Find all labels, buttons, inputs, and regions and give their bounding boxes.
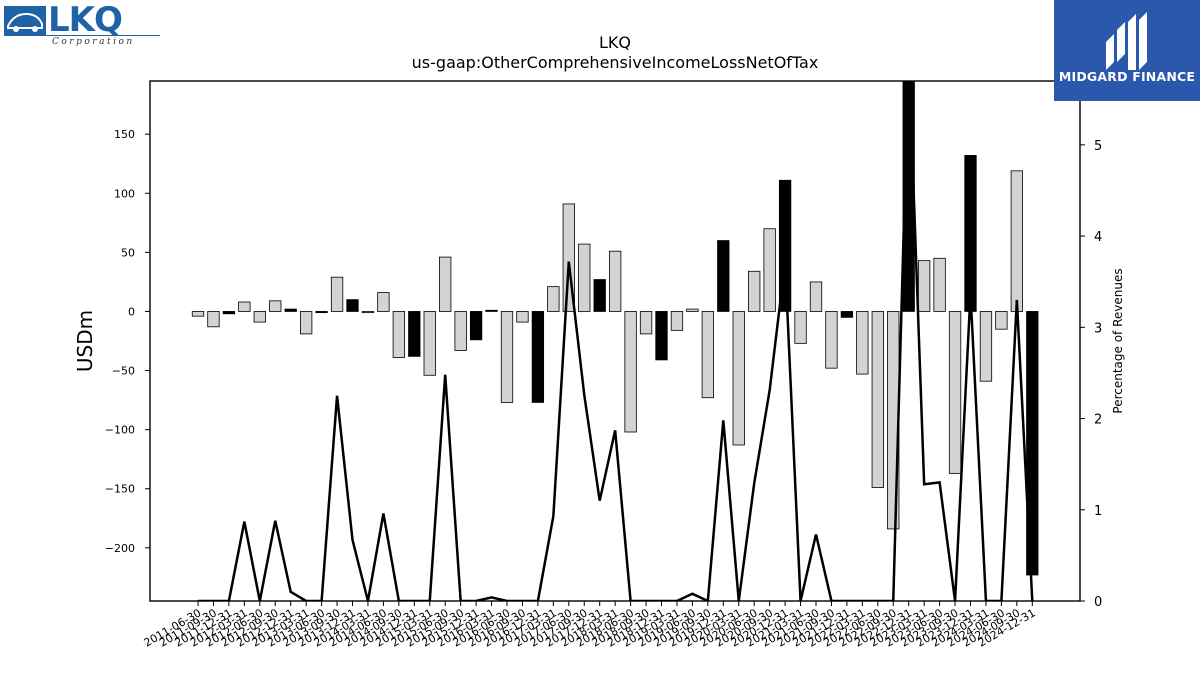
y2-axis: 0 1 2 3 4 5 (1080, 139, 1102, 610)
bar (979, 311, 993, 382)
bar (346, 299, 359, 312)
bar (871, 311, 884, 488)
bar (763, 228, 776, 312)
lkq-wordmark: LKQ (48, 0, 123, 40)
bar (964, 155, 977, 312)
bar (624, 311, 637, 433)
lkq-rule (4, 35, 160, 36)
x-axis: 2011-06-302011-09-302011-12-312012-03-31… (142, 601, 1038, 650)
y2-tick-label: 2 (1094, 413, 1102, 428)
bar (562, 203, 575, 312)
bar (222, 311, 236, 315)
bar (377, 292, 390, 312)
bar (191, 311, 205, 317)
bar (299, 311, 313, 335)
series-line (198, 81, 1034, 601)
y-axis-label: USDm (73, 310, 97, 372)
bar (392, 311, 406, 358)
y-tick-label: 150 (114, 128, 135, 141)
bar (655, 311, 668, 361)
bar (840, 311, 854, 318)
bar (609, 250, 622, 312)
bar (1010, 170, 1023, 312)
midgard-m-icon (1106, 12, 1147, 70)
y-tick-label: 0 (128, 305, 135, 318)
bar (856, 311, 869, 375)
bar (531, 311, 545, 403)
bar (423, 311, 436, 376)
bar (825, 311, 838, 369)
bar (933, 257, 946, 312)
bar (686, 308, 699, 312)
lkq-car-icon (4, 6, 46, 36)
bar (439, 256, 452, 312)
bar (269, 300, 282, 312)
y-tick-label: −150 (105, 483, 135, 496)
bar (361, 311, 375, 314)
bar (485, 309, 498, 312)
bar (809, 281, 823, 312)
chart-subtitle: us-gaap:OtherComprehensiveIncomeLossNetO… (412, 53, 819, 72)
bar (1026, 311, 1039, 576)
bar (500, 311, 514, 403)
bar (284, 308, 297, 312)
bar (593, 279, 606, 312)
plot-frame (149, 80, 1081, 602)
bar (778, 179, 792, 312)
bar (207, 311, 220, 328)
y-tick-label: 100 (114, 187, 135, 200)
bar (469, 311, 483, 341)
midgard-logo: MIDGARD FINANCE (1054, 0, 1200, 101)
y2-tick-label: 1 (1094, 504, 1102, 519)
y2-tick-label: 0 (1094, 595, 1102, 610)
y2-tick-label: 5 (1094, 139, 1102, 154)
lkq-subtitle: Corporation (52, 37, 135, 47)
chart-title: LKQ (599, 33, 631, 52)
midgard-wordmark: MIDGARD FINANCE (1058, 69, 1196, 84)
bar (701, 311, 714, 399)
bar (995, 311, 1008, 330)
bars-layer (191, 81, 1039, 576)
bar (918, 260, 931, 312)
y2-axis-label: Percentage of Revenues (1111, 268, 1125, 413)
bar (330, 276, 344, 312)
bar (238, 301, 251, 312)
bar (639, 311, 653, 335)
bar (454, 311, 467, 351)
y2-tick-label: 4 (1094, 230, 1102, 245)
bar (794, 311, 807, 344)
bar (315, 311, 328, 314)
bar (732, 311, 745, 446)
bar (670, 311, 684, 331)
y-tick-label: −200 (105, 542, 135, 555)
y2-tick-label: 3 (1094, 321, 1102, 336)
bar (516, 311, 529, 323)
y-axis: −200 −150 −100 −50 0 50 100 150 (105, 128, 150, 555)
bar (748, 270, 761, 312)
y-tick-label: −100 (105, 424, 135, 437)
y-tick-label: 50 (121, 246, 135, 259)
bar (408, 311, 421, 357)
bar (253, 311, 266, 323)
bar (578, 243, 591, 312)
bar (717, 240, 730, 312)
y-tick-label: −50 (112, 365, 135, 378)
bar (547, 286, 560, 312)
lkq-logo: LKQ Corporation (4, 0, 160, 48)
bar (948, 311, 962, 474)
line-layer (198, 81, 1034, 601)
